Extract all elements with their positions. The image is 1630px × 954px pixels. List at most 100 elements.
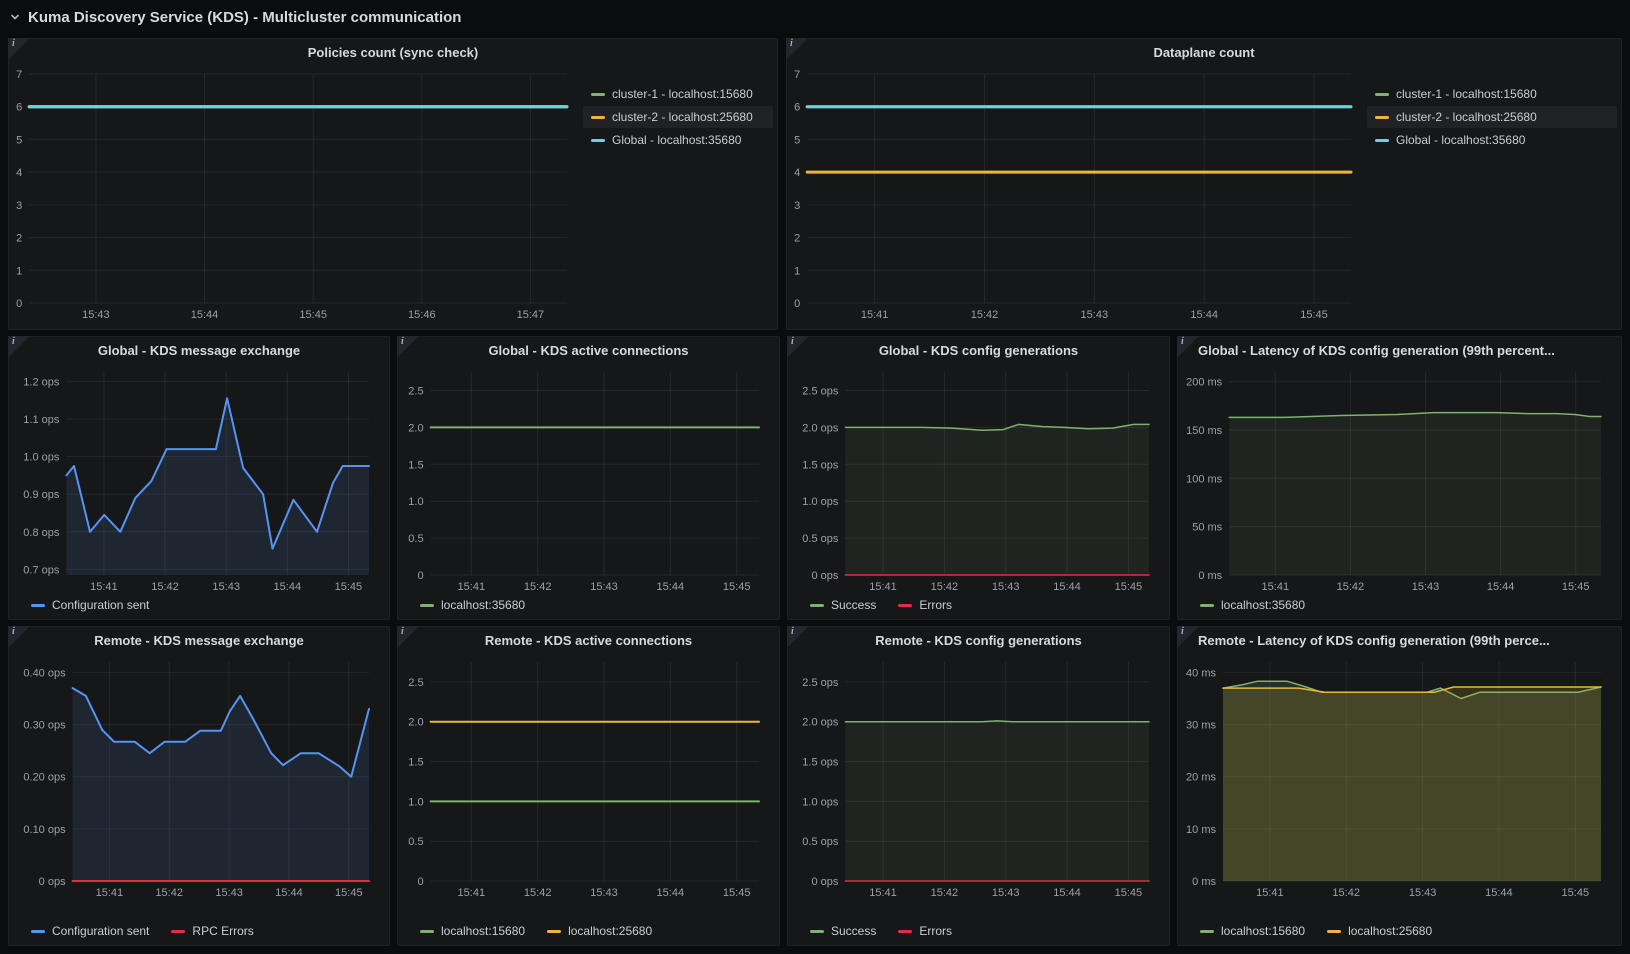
legend-series-label: Configuration sent [52, 924, 150, 938]
svg-text:2.5: 2.5 [408, 386, 423, 398]
info-icon[interactable]: i [1177, 626, 1199, 648]
info-icon[interactable]: i [397, 626, 419, 648]
legend-series-label: cluster-2 - localhost:25680 [612, 110, 753, 124]
info-icon[interactable]: i [397, 336, 419, 358]
panel-title[interactable]: Global - Latency of KDS config generatio… [1198, 343, 1555, 358]
panel-title[interactable]: Remote - KDS message exchange [94, 633, 304, 648]
svg-text:1.5 ops: 1.5 ops [802, 459, 839, 471]
chart-dataplane-count[interactable]: 0 1 2 3 4 5 6 7 15:41 15:42 15:43 15:44 15:45 [787, 66, 1359, 323]
svg-text:0: 0 [417, 570, 423, 582]
chart-policies-count-sync-check[interactable]: 0 1 2 3 4 5 6 7 15:43 15:44 15:45 15:46 15:47 [9, 66, 575, 323]
info-icon[interactable]: i [1177, 336, 1199, 358]
svg-text:1.2 ops: 1.2 ops [23, 376, 60, 388]
chart-global-kds-config-generations[interactable]: 0 ops 0.5 ops 1.0 ops 1.5 ops 2.0 ops 2.5 ops… [788, 364, 1157, 595]
svg-text:0: 0 [794, 298, 800, 310]
legend: localhost:35680 [1178, 595, 1621, 619]
svg-text:15:46: 15:46 [408, 309, 436, 321]
panel-title[interactable]: Global - KDS active connections [488, 343, 689, 358]
chart-remote-kds-active-connections[interactable]: 0 0.5 1.0 1.5 2.0 2.5 15:41 15:42 15:43 15:44 15:4… [398, 654, 767, 901]
svg-text:0.9 ops: 0.9 ops [23, 489, 60, 501]
svg-text:7: 7 [794, 69, 800, 81]
panel-title[interactable]: Remote - Latency of KDS config generatio… [1198, 633, 1550, 648]
chart-global-kds-active-connections[interactable]: 0 0.5 1.0 1.5 2.0 2.5 15:41 15:42 15:43 15:44 15:4… [398, 364, 767, 595]
legend-series-label: Global - localhost:35680 [1396, 133, 1526, 147]
svg-text:1.5: 1.5 [408, 757, 423, 769]
svg-text:15:41: 15:41 [1256, 887, 1284, 899]
svg-text:15:42: 15:42 [931, 887, 959, 899]
chart-global-kds-message-exchange[interactable]: 0.7 ops 0.8 ops 0.9 ops 1.0 ops 1.1 ops 1.2 o… [9, 364, 377, 595]
svg-text:0.30 ops: 0.30 ops [23, 720, 66, 732]
legend-series-swatch [898, 603, 913, 607]
legend-item-errors[interactable]: Errors [898, 924, 952, 938]
chart-global-latency-of-kds-config-generation-99th-per[interactable]: 0 ms 50 ms 100 ms 150 ms 200 ms 15:41 15:42 15:… [1178, 364, 1609, 595]
info-icon[interactable]: i [8, 336, 30, 358]
svg-text:15:45: 15:45 [723, 581, 751, 593]
chart-remote-kds-config-generations[interactable]: 0 ops 0.5 ops 1.0 ops 1.5 ops 2.0 ops 2.5 ops… [788, 654, 1157, 901]
legend-item-global-localhost-35680[interactable]: Global - localhost:35680 [1367, 129, 1617, 151]
panel-title[interactable]: Remote - KDS config generations [875, 633, 1082, 648]
panel-global-kds-config-generations: i Global - KDS config generations 0 ops 0.5… [787, 336, 1170, 620]
svg-text:15:41: 15:41 [458, 581, 486, 593]
dashboard-row-header[interactable]: Kuma Discovery Service (KDS) - Multiclus… [0, 0, 1630, 34]
chart-remote-latency-of-kds-config-generation-99th-per[interactable]: 0 ms 10 ms 20 ms 30 ms 40 ms 15:41 15:42 15:43 1… [1178, 654, 1609, 901]
legend-item-cluster-1-localhost-15680[interactable]: cluster-1 - localhost:15680 [583, 83, 773, 105]
legend-item-errors[interactable]: Errors [898, 598, 952, 612]
svg-text:15:41: 15:41 [869, 581, 897, 593]
svg-text:2.5 ops: 2.5 ops [802, 386, 839, 398]
svg-text:50 ms: 50 ms [1192, 522, 1222, 534]
legend-item-cluster-2-localhost-25680[interactable]: cluster-2 - localhost:25680 [1367, 106, 1617, 128]
svg-text:1: 1 [794, 265, 800, 277]
legend-series-swatch [810, 929, 824, 933]
svg-text:0.7 ops: 0.7 ops [23, 564, 60, 576]
legend-item-success[interactable]: Success [810, 598, 876, 612]
legend-item-localhost-35680[interactable]: localhost:35680 [1200, 598, 1305, 612]
legend-series-label: localhost:35680 [1221, 598, 1306, 612]
svg-text:2.0 ops: 2.0 ops [802, 717, 839, 729]
panel-title[interactable]: Global - KDS message exchange [97, 343, 301, 358]
legend-item-cluster-1-localhost-15680[interactable]: cluster-1 - localhost:15680 [1367, 83, 1617, 105]
legend-item-localhost-25680[interactable]: localhost:25680 [547, 924, 652, 938]
chart-remote-kds-message-exchange[interactable]: 0 ops 0.10 ops 0.20 ops 0.30 ops 0.40 ops 15:… [9, 654, 377, 901]
svg-text:15:42: 15:42 [155, 887, 183, 899]
legend-series-swatch [171, 929, 186, 933]
svg-text:15:41: 15:41 [1262, 581, 1290, 593]
info-icon[interactable]: i [786, 38, 808, 60]
legend-series-label: cluster-1 - localhost:15680 [1396, 87, 1537, 101]
info-icon[interactable]: i [787, 336, 809, 358]
svg-text:150 ms: 150 ms [1186, 425, 1223, 437]
info-icon[interactable]: i [8, 38, 30, 60]
info-icon[interactable]: i [8, 626, 30, 648]
panel-policies-count-sync-check: i Policies count (sync check) 0 1 2 3 4 5 6 7 15:4… [8, 38, 778, 330]
svg-text:15:43: 15:43 [215, 887, 243, 899]
chart-area: 0 0.5 1.0 1.5 2.0 2.5 15:41 15:42 15:43 15:44 15:4… [398, 364, 779, 595]
panel-body: 0 1 2 3 4 5 6 7 15:41 15:42 15:43 15:44 15:45 cluster… [787, 66, 1621, 329]
legend-item-rpc-errors[interactable]: RPC Errors [171, 924, 254, 938]
panel-title[interactable]: Policies count (sync check) [307, 45, 479, 60]
chevron-down-icon[interactable] [9, 11, 21, 23]
panel-title[interactable]: Global - KDS config generations [878, 343, 1079, 358]
dashboard-row-title[interactable]: Kuma Discovery Service (KDS) - Multiclus… [28, 8, 462, 26]
legend-series-swatch [810, 603, 824, 607]
legend-series-swatch [898, 929, 913, 933]
legend-item-configuration-sent[interactable]: Configuration sent [31, 924, 149, 938]
panel-title[interactable]: Dataplane count [1153, 45, 1255, 60]
legend-item-configuration-sent[interactable]: Configuration sent [31, 598, 149, 612]
panel-title[interactable]: Remote - KDS active connections [484, 633, 693, 648]
svg-text:1.5: 1.5 [408, 459, 423, 471]
legend-item-localhost-25680[interactable]: localhost:25680 [1327, 924, 1432, 938]
svg-text:15:45: 15:45 [1562, 887, 1590, 899]
legend-series-swatch [591, 115, 605, 119]
svg-text:15:43: 15:43 [1081, 309, 1109, 321]
legend-item-global-localhost-35680[interactable]: Global - localhost:35680 [583, 129, 773, 151]
svg-text:0.5 ops: 0.5 ops [802, 533, 839, 545]
svg-text:6: 6 [794, 102, 800, 114]
legend-item-localhost-35680[interactable]: localhost:35680 [420, 598, 525, 612]
legend-item-localhost-15680[interactable]: localhost:15680 [420, 924, 525, 938]
chart-area: 0 ops 0.5 ops 1.0 ops 1.5 ops 2.0 ops 2.5 ops… [788, 364, 1169, 595]
info-icon[interactable]: i [787, 626, 809, 648]
legend-item-localhost-15680[interactable]: localhost:15680 [1200, 924, 1305, 938]
legend-item-cluster-2-localhost-25680[interactable]: cluster-2 - localhost:25680 [583, 106, 773, 128]
legend-series-label: localhost:25680 [1348, 924, 1433, 938]
legend-item-success[interactable]: Success [810, 924, 876, 938]
panel-global-kds-message-exchange: i Global - KDS message exchange 0.7 ops 0.8… [8, 336, 390, 620]
